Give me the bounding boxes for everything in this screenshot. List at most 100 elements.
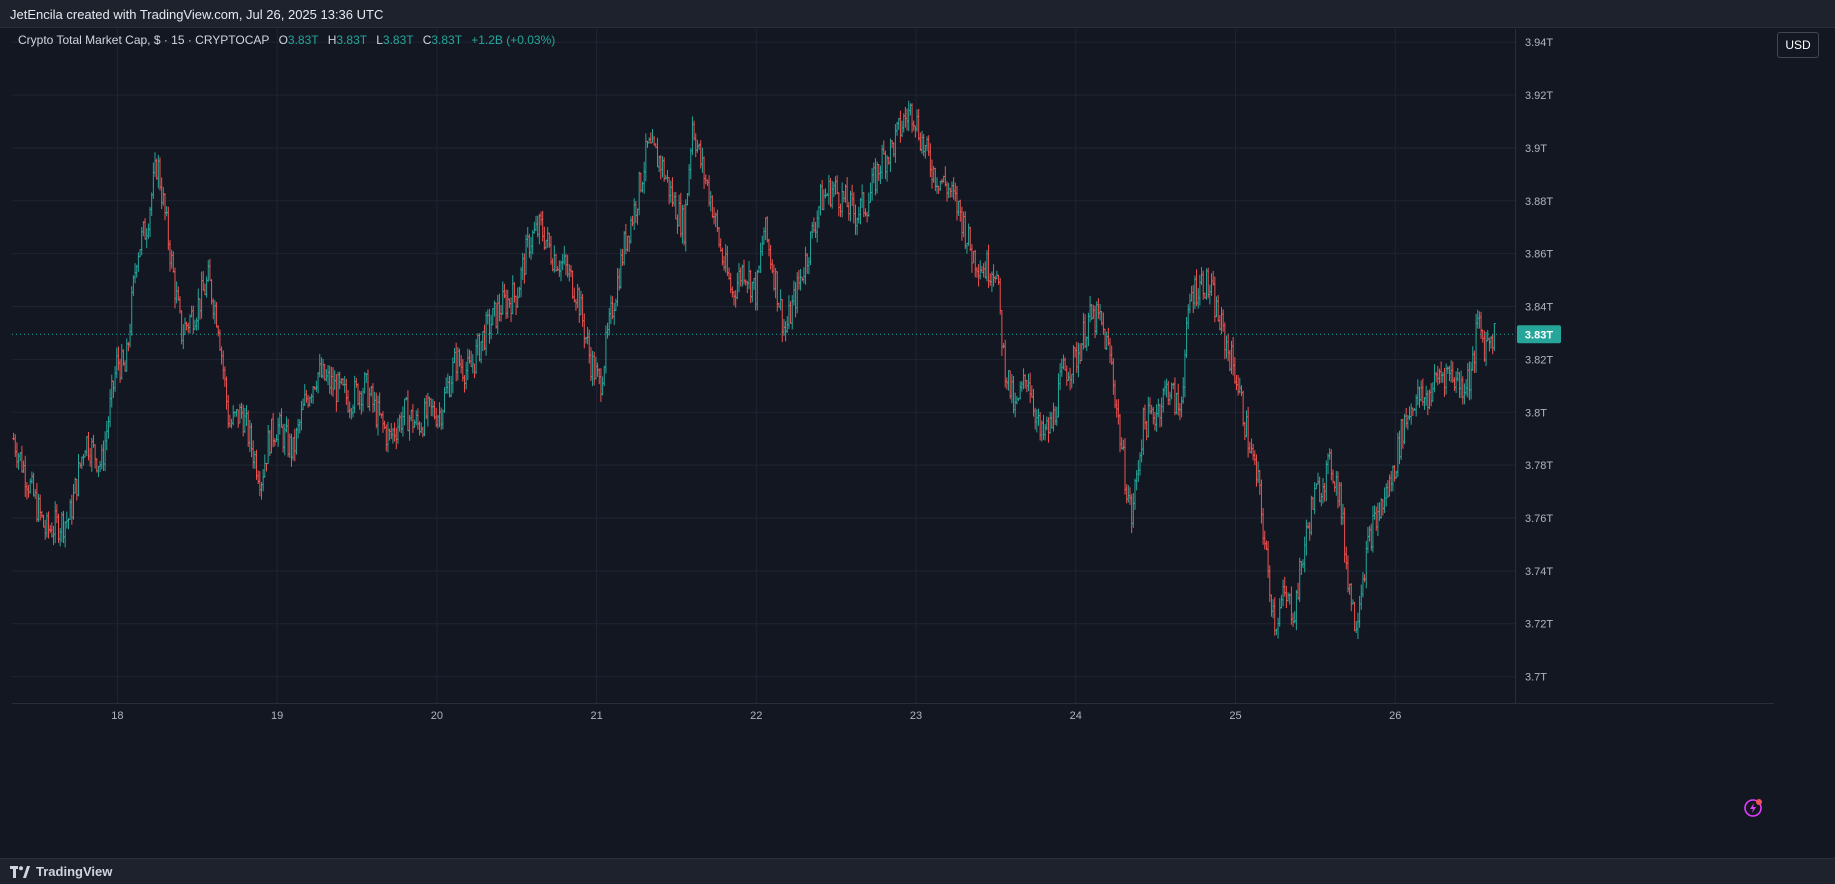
ohlc-bar — [1293, 611, 1297, 624]
high-label: H — [327, 33, 337, 47]
ohlc-bar — [512, 282, 516, 303]
ohlc-bar — [496, 294, 500, 335]
ohlc-bar — [1376, 502, 1380, 537]
ohlc-bar — [1236, 375, 1240, 396]
ohlc-bar — [1336, 471, 1340, 509]
brand-label: TradingView — [36, 864, 113, 879]
ohlc-bar — [1057, 373, 1060, 418]
ohlc-bar — [1077, 342, 1080, 378]
ohlc-bar — [1151, 407, 1155, 425]
currency-button[interactable]: USD — [1777, 32, 1819, 58]
ohlc-bar — [1241, 390, 1245, 427]
grid-lines — [12, 29, 1515, 703]
ohlc-bar — [745, 280, 749, 294]
ohlc-bar — [248, 419, 252, 452]
ohlc-bar — [1334, 470, 1338, 496]
ohlc-bar — [632, 198, 636, 230]
ohlc-bar — [1205, 268, 1208, 300]
lightning-icon[interactable] — [1742, 797, 1764, 819]
ohlc-bar — [962, 211, 966, 238]
ohlc-bar — [546, 227, 550, 248]
y-tick-label: 3.9T — [1525, 143, 1547, 155]
ohlc-bar — [438, 402, 441, 428]
ohlc-bar — [1000, 309, 1004, 357]
price-axis[interactable]: 3.94T 3.92T 3.9T 3.88T 3.86T 3.84T 3.82T 3.8T 3.… — [1515, 29, 1554, 703]
ohlc-bar — [1263, 530, 1267, 550]
ohlc-bar — [376, 395, 380, 436]
tradingview-brand[interactable]: TradingView — [10, 864, 112, 879]
ohlc-bar — [326, 364, 330, 386]
ohlc-bar — [1381, 499, 1385, 516]
ohlc-bar — [200, 271, 204, 319]
price-chart[interactable]: 3.94T 3.92T 3.9T 3.88T 3.86T 3.84T 3.82T 3.8T 3.… — [12, 29, 1774, 820]
ohlc-bar — [884, 150, 887, 180]
ohlc-bar — [892, 142, 896, 158]
ohlc-bar — [734, 290, 738, 308]
ohlc-bar — [1248, 441, 1252, 454]
open-label: O — [278, 33, 288, 47]
ohlc-bar — [586, 327, 590, 345]
ohlc-bar — [750, 281, 754, 303]
ohlc-bar — [483, 324, 486, 351]
ohlc-bar — [1446, 366, 1450, 374]
ohlc-bar — [642, 161, 646, 194]
ohlc-bar — [1324, 460, 1328, 502]
ohlc-bar — [1180, 396, 1183, 418]
ohlc-bar — [112, 380, 115, 399]
ohlc-bar — [1426, 390, 1430, 416]
y-tick-label: 3.92T — [1525, 90, 1553, 102]
ohlc-bar — [1010, 374, 1014, 404]
ohlc-bar — [894, 124, 897, 163]
ohlc-bar — [760, 235, 764, 256]
ohlc-bar — [1201, 270, 1205, 300]
ohlc-bar — [957, 200, 961, 217]
ohlc-bar — [216, 325, 220, 337]
symbol-legend[interactable]: Crypto Total Market Cap, $ · 15 · CRYPTO… — [18, 33, 555, 47]
ohlc-bar — [218, 329, 222, 351]
ohlc-bar — [1118, 413, 1122, 453]
ohlc-bar — [1318, 476, 1322, 503]
ohlc-bar — [18, 452, 22, 462]
ohlc-bar — [517, 286, 521, 298]
ohlc-bar — [388, 428, 392, 441]
ohlc-bar — [920, 130, 924, 154]
ohlc-bar — [1398, 430, 1401, 465]
ohlc-bar — [692, 120, 696, 141]
high-value: 3.83T — [336, 33, 367, 47]
ohlc-bar — [27, 484, 30, 498]
ohlc-bar — [366, 369, 370, 408]
ohlc-bar — [980, 265, 984, 273]
ohlc-bar — [790, 295, 794, 330]
ohlc-bar — [23, 455, 27, 497]
ohlc-bar — [1243, 421, 1247, 441]
ohlc-bar — [416, 408, 420, 430]
ohlc-bar — [145, 228, 149, 249]
ohlc-bar — [113, 366, 117, 392]
ohlc-bar — [213, 300, 217, 324]
ohlc-bar — [1250, 438, 1253, 454]
ohlc-bar — [562, 245, 566, 265]
ohlc-bar — [454, 342, 458, 382]
ohlc-bar — [258, 471, 262, 497]
ohlc-bar — [559, 260, 563, 282]
ohlc-bar — [571, 270, 575, 299]
y-tick-label: 3.82T — [1525, 354, 1553, 366]
ohlc-bar — [1211, 270, 1215, 286]
ohlc-bar — [42, 514, 45, 528]
ohlc-bar — [1396, 432, 1400, 478]
ohlc-bar — [794, 282, 797, 318]
ohlc-bar — [519, 266, 523, 298]
ohlc-bar — [131, 275, 135, 297]
ohlc-bar — [1321, 478, 1325, 504]
ohlc-bar — [356, 383, 360, 406]
time-axis[interactable]: 18 19 20 21 22 23 24 25 26 — [12, 703, 1774, 723]
ohlc-bar — [549, 235, 553, 265]
ohlc-bar — [569, 265, 573, 277]
ohlc-bar — [802, 267, 806, 284]
ohlc-bar — [409, 409, 413, 422]
y-tick-label: 3.78T — [1525, 460, 1553, 472]
ohlc-bar — [168, 240, 172, 272]
ohlc-bar — [772, 264, 776, 291]
ohlc-bar — [759, 242, 763, 274]
ohlc-bar — [824, 188, 827, 199]
